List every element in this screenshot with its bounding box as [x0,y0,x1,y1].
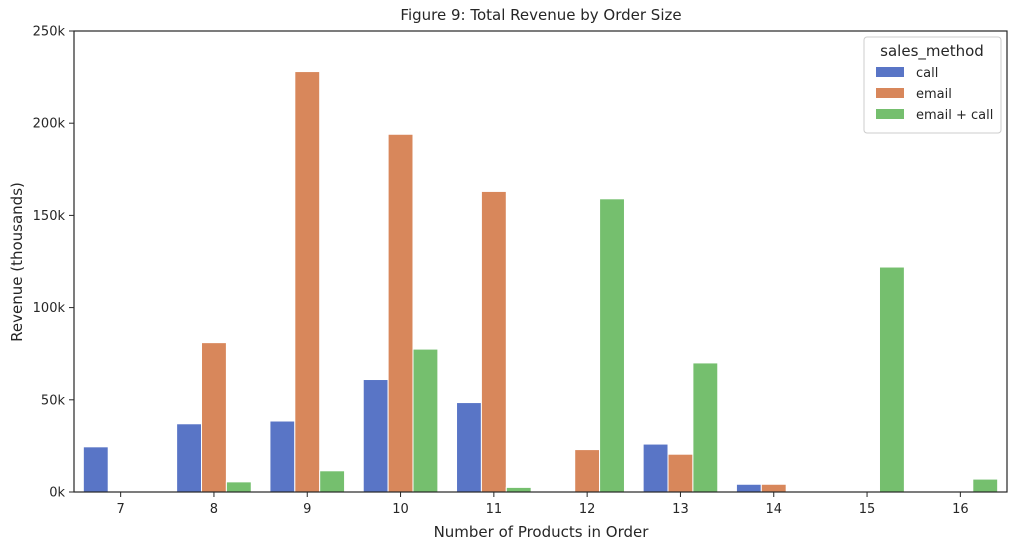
legend-swatch-call [876,67,904,77]
x-tick-label: 10 [392,502,409,517]
bar-email-call-11 [505,486,532,493]
legend-swatch-email [876,88,904,98]
x-tick-label: 12 [579,502,596,517]
plot-frame [73,30,1008,493]
bar-email-14 [760,483,787,493]
legend-title: sales_method [880,42,984,61]
y-tick-label: 50k [41,393,66,408]
legend-label: email + call [916,108,993,123]
y-tick-label: 150k [33,209,66,224]
bar-call-10 [362,379,389,493]
x-tick-label: 8 [210,502,218,517]
bar-call-8 [176,423,203,493]
bar-call-7 [82,446,109,493]
x-axis-label: Number of Products in Order [434,523,650,541]
bars-group [82,71,999,493]
x-tick-label: 13 [672,502,689,517]
legend: sales_method call email email + call [863,36,1002,134]
bar-email-call-12 [599,198,625,493]
y-tick-label: 100k [33,301,66,316]
x-tick-label: 9 [303,502,311,517]
bar-call-9 [269,420,296,493]
legend-items: call email email + call [876,66,993,123]
x-tick-label: 16 [952,502,969,517]
bar-email-call-8 [225,481,252,493]
bar-email-11 [480,190,507,493]
y-axis-label: Revenue (thousands) [8,182,26,342]
bar-email-13 [667,453,694,493]
bar-call-13 [642,443,669,493]
y-tick-label: 200k [33,117,66,132]
x-axis-ticks: 7 8 9 10 11 12 13 14 15 16 [117,492,969,517]
x-tick-label: 11 [486,502,503,517]
bar-email-12 [574,449,601,493]
bar-email-9 [294,71,321,493]
y-axis-ticks: 0k 50k 100k 150k 200k 250k [33,25,74,501]
bar-email-call-13 [692,362,719,493]
bar-call-14 [735,483,762,493]
legend-swatch-email-call [876,109,904,119]
bar-email-10 [387,133,414,493]
legend-label: email [916,87,952,102]
bar-email-call-15 [878,266,905,493]
chart-title: Figure 9: Total Revenue by Order Size [400,6,681,24]
x-tick-label: 14 [765,502,782,517]
y-tick-label: 0k [49,486,65,501]
bar-call-11 [456,402,482,493]
bar-email-call-9 [319,470,346,493]
bar-email-call-10 [412,348,439,493]
x-tick-label: 7 [117,502,125,517]
x-tick-label: 15 [859,502,876,517]
bar-email-8 [201,342,227,493]
bar-email-call-16 [972,478,999,493]
legend-label: call [916,66,938,81]
y-tick-label: 250k [33,25,66,40]
